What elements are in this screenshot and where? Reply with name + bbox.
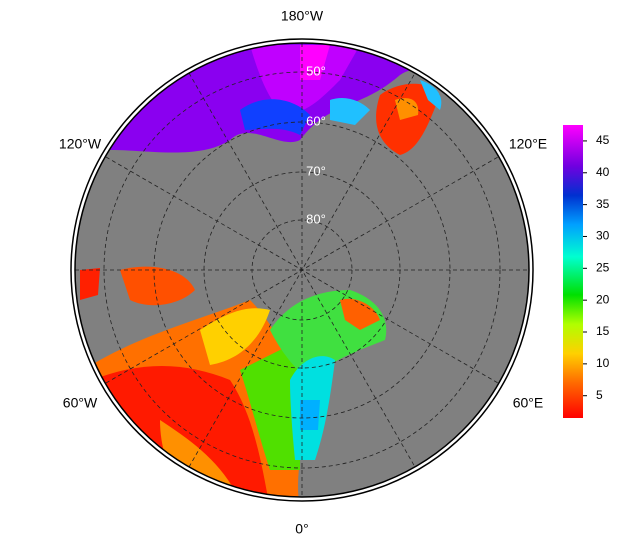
lat-label: 80° xyxy=(306,211,326,226)
colorbar-tick-label: 15 xyxy=(596,324,610,338)
lon-label: 120°W xyxy=(59,136,102,152)
graticule xyxy=(75,43,529,497)
lat-label: 70° xyxy=(306,163,326,178)
colorbar-tick-label: 20 xyxy=(596,292,610,306)
colorbar-tick-label: 40 xyxy=(596,165,610,179)
map-rim xyxy=(74,42,530,498)
colorbar-tick-label: 5 xyxy=(596,388,603,402)
lon-label: 180°W xyxy=(281,8,324,24)
colorbar xyxy=(563,125,583,418)
map-rim xyxy=(70,38,534,502)
lon-label: 60°E xyxy=(513,395,544,411)
lat-label: 60° xyxy=(306,113,326,128)
lon-label: 120°E xyxy=(509,136,547,152)
colorbar-tick-label: 35 xyxy=(596,197,610,211)
colorbar-tick-label: 30 xyxy=(596,229,610,243)
lon-label: 60°W xyxy=(63,395,98,411)
colorbar-tick-label: 25 xyxy=(596,260,610,274)
lon-label: 0° xyxy=(295,521,308,537)
lat-label: 50° xyxy=(306,63,326,78)
colorbar-tick-label: 10 xyxy=(596,356,610,370)
colorbar-tick-label: 45 xyxy=(596,133,610,147)
